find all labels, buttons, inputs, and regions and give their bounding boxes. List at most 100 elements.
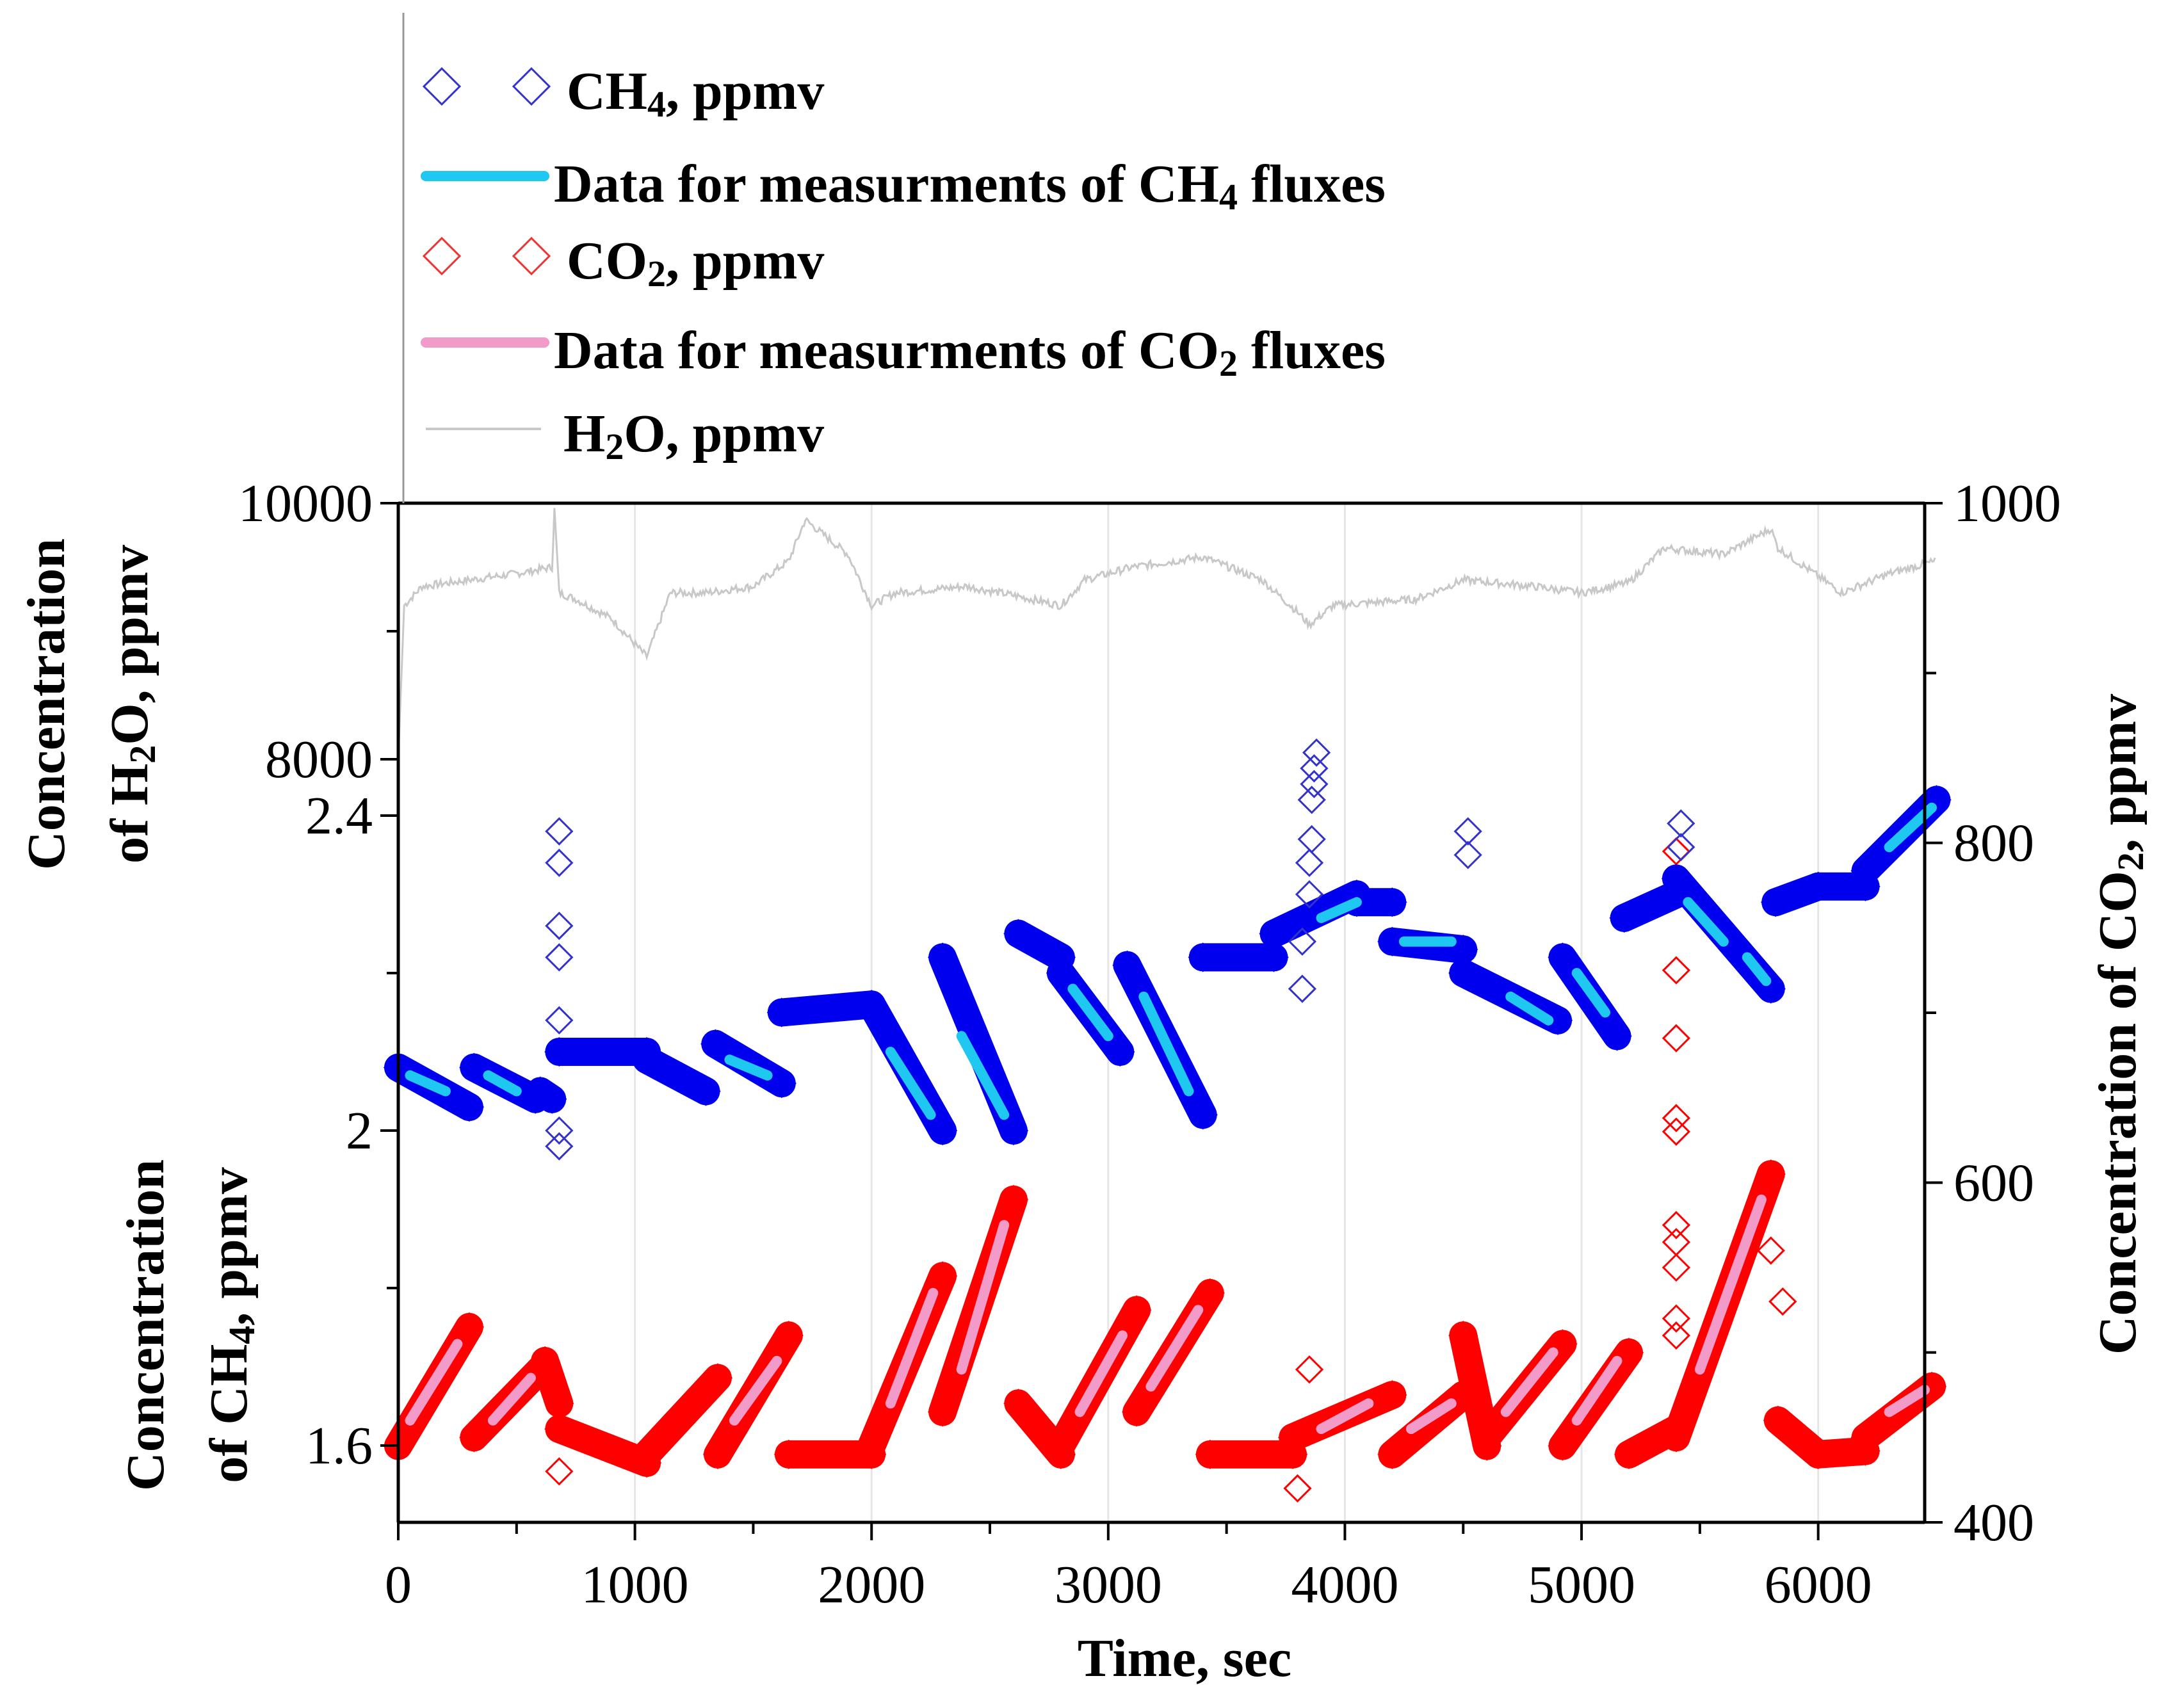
co2-marker (1046, 1431, 1076, 1461)
ch4-marker (700, 1029, 731, 1059)
co2-outlier-marker (1662, 837, 1691, 866)
ch4-outlier-marker (545, 912, 574, 940)
h2o-axis-title-line1: Concentration (17, 538, 76, 870)
ch4-marker (1046, 958, 1076, 988)
legend-label-part: , ppmv (666, 61, 824, 121)
ch4-flux-segment (1316, 897, 1362, 923)
ch4-marker (1661, 864, 1692, 894)
ch4-marker (1602, 1021, 1632, 1051)
co2-flux-segment (487, 1373, 536, 1426)
co2-marker (1763, 1405, 1793, 1435)
co2-outlier-marker (1662, 1253, 1691, 1282)
co2-outlier-marker (1662, 1117, 1691, 1146)
legend-diamond-icon (512, 236, 551, 276)
x-tick-label: 1000 (581, 1555, 689, 1615)
co2-marker (1850, 1422, 1881, 1453)
ch4-marker (521, 1084, 551, 1114)
legend-label-subscript: 4 (647, 83, 666, 125)
legend-label-part: , ppmv (666, 231, 824, 291)
ch4-marker (631, 1045, 662, 1075)
co2-marker (998, 1184, 1029, 1214)
ch4-segment (1004, 919, 1075, 972)
legend-diamond-icon (422, 67, 462, 106)
co2-flux-segment (1074, 1330, 1128, 1417)
legend-label-part: CH (567, 61, 647, 121)
ch4-marker (1341, 887, 1372, 917)
ch4-axis-title-line2-part: of CH (199, 1344, 259, 1483)
co2-marker (1614, 1337, 1644, 1367)
co2-outlier-marker (1283, 1474, 1312, 1503)
co2-marker (773, 1439, 804, 1469)
co2-outlier-marker (1756, 1236, 1785, 1265)
co2-marker (1661, 1422, 1692, 1453)
co2-marker (530, 1346, 560, 1376)
ch4-flux-segment (1571, 968, 1611, 1018)
co2-outlier-marker (1662, 1228, 1691, 1257)
legend-entry: Data for measurments of CH4 fluxes (421, 154, 1386, 218)
ch4-marker (1112, 950, 1142, 980)
co2-marker (544, 1389, 574, 1419)
legend-label-subscript: 2 (647, 253, 666, 294)
h2o-axis-title-line2-part: O, ppmv (100, 545, 159, 745)
ch4-tick-label: 2 (346, 1101, 373, 1161)
x-tick-label: 3000 (1055, 1555, 1162, 1615)
ch4-marker (1259, 919, 1289, 949)
legend-label-part: Data for measurments of CO (554, 321, 1219, 380)
h2o-tick-label: 10000 (238, 474, 373, 533)
co2-marker (1661, 1414, 1692, 1444)
co2-series (383, 837, 1947, 1503)
co2-marker (1548, 1431, 1578, 1461)
co2-marker (525, 1355, 555, 1385)
co2-outlier-marker (1662, 1024, 1691, 1052)
ch4-marker (998, 1115, 1029, 1146)
h2o-axis-title: Concentration of H2O, ppmv (17, 538, 163, 870)
co2-flux-segment (1571, 1355, 1622, 1426)
co2-outlier-marker (1768, 1287, 1797, 1316)
co2-outlier-marker (1662, 1304, 1691, 1333)
co2-axis-title-text-subscript: 2 (2110, 852, 2151, 871)
co2-marker (1448, 1380, 1478, 1410)
co2-flux-segment (1694, 1194, 1767, 1375)
ch4-axis-title-line2-part: , ppmv (199, 1167, 259, 1325)
ch4-marker (1661, 879, 1692, 910)
legend-diamond-icon (512, 67, 551, 106)
ch4-marker (1188, 942, 1218, 972)
co2-flux-segment (405, 1339, 463, 1426)
legend-label-part: fluxes (1238, 154, 1386, 214)
legend-label-subscript: 2 (1219, 342, 1238, 384)
ch4-axis-title: Concentration of CH4, ppmv (116, 1159, 263, 1491)
co2-marker (454, 1312, 485, 1342)
co2-marker (1472, 1422, 1502, 1453)
ch4-outlier-marker (1288, 927, 1317, 956)
co2-marker (1122, 1397, 1152, 1427)
co2-outlier-marker (1662, 1211, 1691, 1239)
co2-axis-title-text-part: Concentration of CO (2088, 871, 2148, 1355)
ch4-segment (633, 1045, 720, 1106)
legend-label-subscript: 4 (1219, 176, 1238, 218)
x-axis-title: Time, sec (1078, 1629, 1291, 1688)
ch4-outlier-marker (545, 1006, 574, 1035)
ch4-marker (1105, 1036, 1135, 1067)
co2-marker (1377, 1380, 1407, 1410)
x-tick-label: 2000 (818, 1555, 925, 1615)
ch4-flux-segment (1683, 897, 1729, 947)
h2o-series (397, 508, 1936, 760)
ch4-series (383, 738, 1952, 1161)
legend-label: Data for measurments of CH4 fluxes (554, 154, 1386, 218)
ch4-flux-segment (724, 1054, 773, 1081)
ch4-marker (1377, 887, 1407, 917)
co2-marker (702, 1363, 733, 1393)
ch4-flux-segment (405, 1070, 451, 1097)
co2-flux-segment (1405, 1398, 1457, 1435)
ch4-outlier-marker (545, 1116, 574, 1145)
ch4-segment (767, 990, 886, 1027)
h2o-axis-title-line2-part: of H (100, 764, 159, 864)
ch4-marker (1761, 887, 1791, 917)
co2-marker (1377, 1439, 1407, 1469)
ch4-axis-title-line2: of CH4, ppmv (199, 1167, 263, 1483)
co2-segment (545, 1415, 661, 1478)
co2-marker (1278, 1422, 1308, 1453)
co2-marker (1756, 1159, 1786, 1189)
